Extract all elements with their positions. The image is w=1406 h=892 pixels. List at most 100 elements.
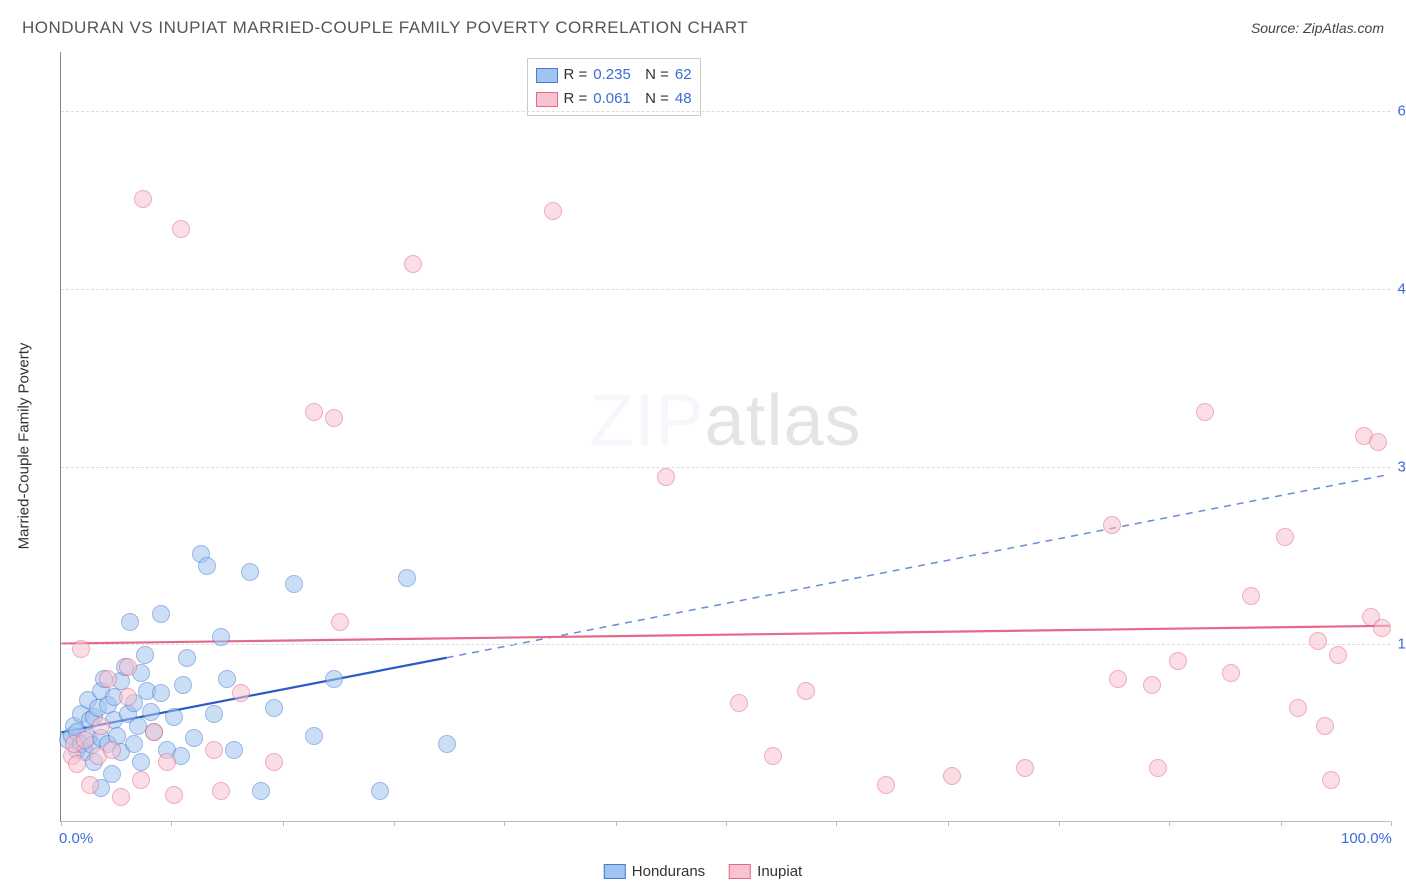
data-point [134,190,152,208]
data-point [178,649,196,667]
data-point [172,220,190,238]
data-point [325,670,343,688]
data-point [125,735,143,753]
x-tick-label: 0.0% [59,830,93,847]
data-point [212,782,230,800]
data-point [132,771,150,789]
x-tick [1059,821,1060,826]
y-tick-label: 60.0% [1395,103,1406,120]
data-point [1016,759,1034,777]
data-point [1169,652,1187,670]
data-point [1222,664,1240,682]
x-tick [836,821,837,826]
x-tick [1391,821,1392,826]
x-tick [616,821,617,826]
data-point [1289,699,1307,717]
y-tick-label: 45.0% [1395,280,1406,297]
y-axis-title: Married-Couple Family Poverty [16,343,33,550]
stats-legend-row: R = 0.235 N = 62 [536,63,692,87]
data-point [252,782,270,800]
x-tick [171,821,172,826]
data-point [165,708,183,726]
source-attribution: Source: ZipAtlas.com [1251,20,1384,36]
data-point [152,605,170,623]
data-point [1322,771,1340,789]
data-point [142,703,160,721]
data-point [730,694,748,712]
data-point [68,755,86,773]
x-tick [394,821,395,826]
data-point [877,776,895,794]
data-point [265,753,283,771]
x-tick [283,821,284,826]
gridline [61,111,1390,112]
data-point [797,682,815,700]
data-point [103,741,121,759]
data-point [99,670,117,688]
data-point [331,613,349,631]
data-point [212,628,230,646]
data-point [205,705,223,723]
data-point [1276,528,1294,546]
x-tick [61,821,62,826]
data-point [1316,717,1334,735]
data-point [241,563,259,581]
data-point [185,729,203,747]
data-point [112,788,130,806]
stat-label: N = [637,87,669,111]
data-point [1143,676,1161,694]
plot-area: ZIPatlas R = 0.235 N = 62R = 0.061 N = 4… [60,52,1390,822]
data-point [1373,619,1391,637]
x-tick-label: 100.0% [1341,830,1392,847]
data-point [158,753,176,771]
data-point [225,741,243,759]
data-point [72,640,90,658]
data-point [325,409,343,427]
stat-label: R = [564,63,588,87]
stats-legend: R = 0.235 N = 62R = 0.061 N = 48 [527,58,701,116]
r-value: 0.235 [593,63,631,87]
data-point [1196,403,1214,421]
data-point [103,765,121,783]
data-point [1309,632,1327,650]
watermark-left: ZIP [589,381,704,461]
data-point [305,727,323,745]
x-tick [948,821,949,826]
data-point [371,782,389,800]
data-point [404,255,422,273]
data-point [132,753,150,771]
stat-label: N = [637,63,669,87]
legend-swatch [536,68,558,83]
regression-extrapolation [447,474,1390,657]
data-point [218,670,236,688]
x-tick [1281,821,1282,826]
data-point [198,557,216,575]
data-point [119,688,137,706]
watermark-right: atlas [704,381,861,461]
n-value: 62 [675,63,692,87]
data-point [1329,646,1347,664]
gridline [61,644,1390,645]
data-point [121,613,139,631]
data-point [398,569,416,587]
series-name: Inupiat [757,863,802,880]
data-point [285,575,303,593]
r-value: 0.061 [593,87,631,111]
x-tick [1169,821,1170,826]
series-legend-item: Inupiat [729,863,802,880]
data-point [232,684,250,702]
data-point [1149,759,1167,777]
series-legend: Hondurans Inupiat [604,863,802,880]
gridline [61,467,1390,468]
data-point [174,676,192,694]
x-tick [726,821,727,826]
series-name: Hondurans [632,863,705,880]
data-point [764,747,782,765]
data-point [657,468,675,486]
data-point [1109,670,1127,688]
data-point [145,723,163,741]
legend-swatch [536,92,558,107]
data-point [265,699,283,717]
data-point [119,658,137,676]
data-point [152,684,170,702]
